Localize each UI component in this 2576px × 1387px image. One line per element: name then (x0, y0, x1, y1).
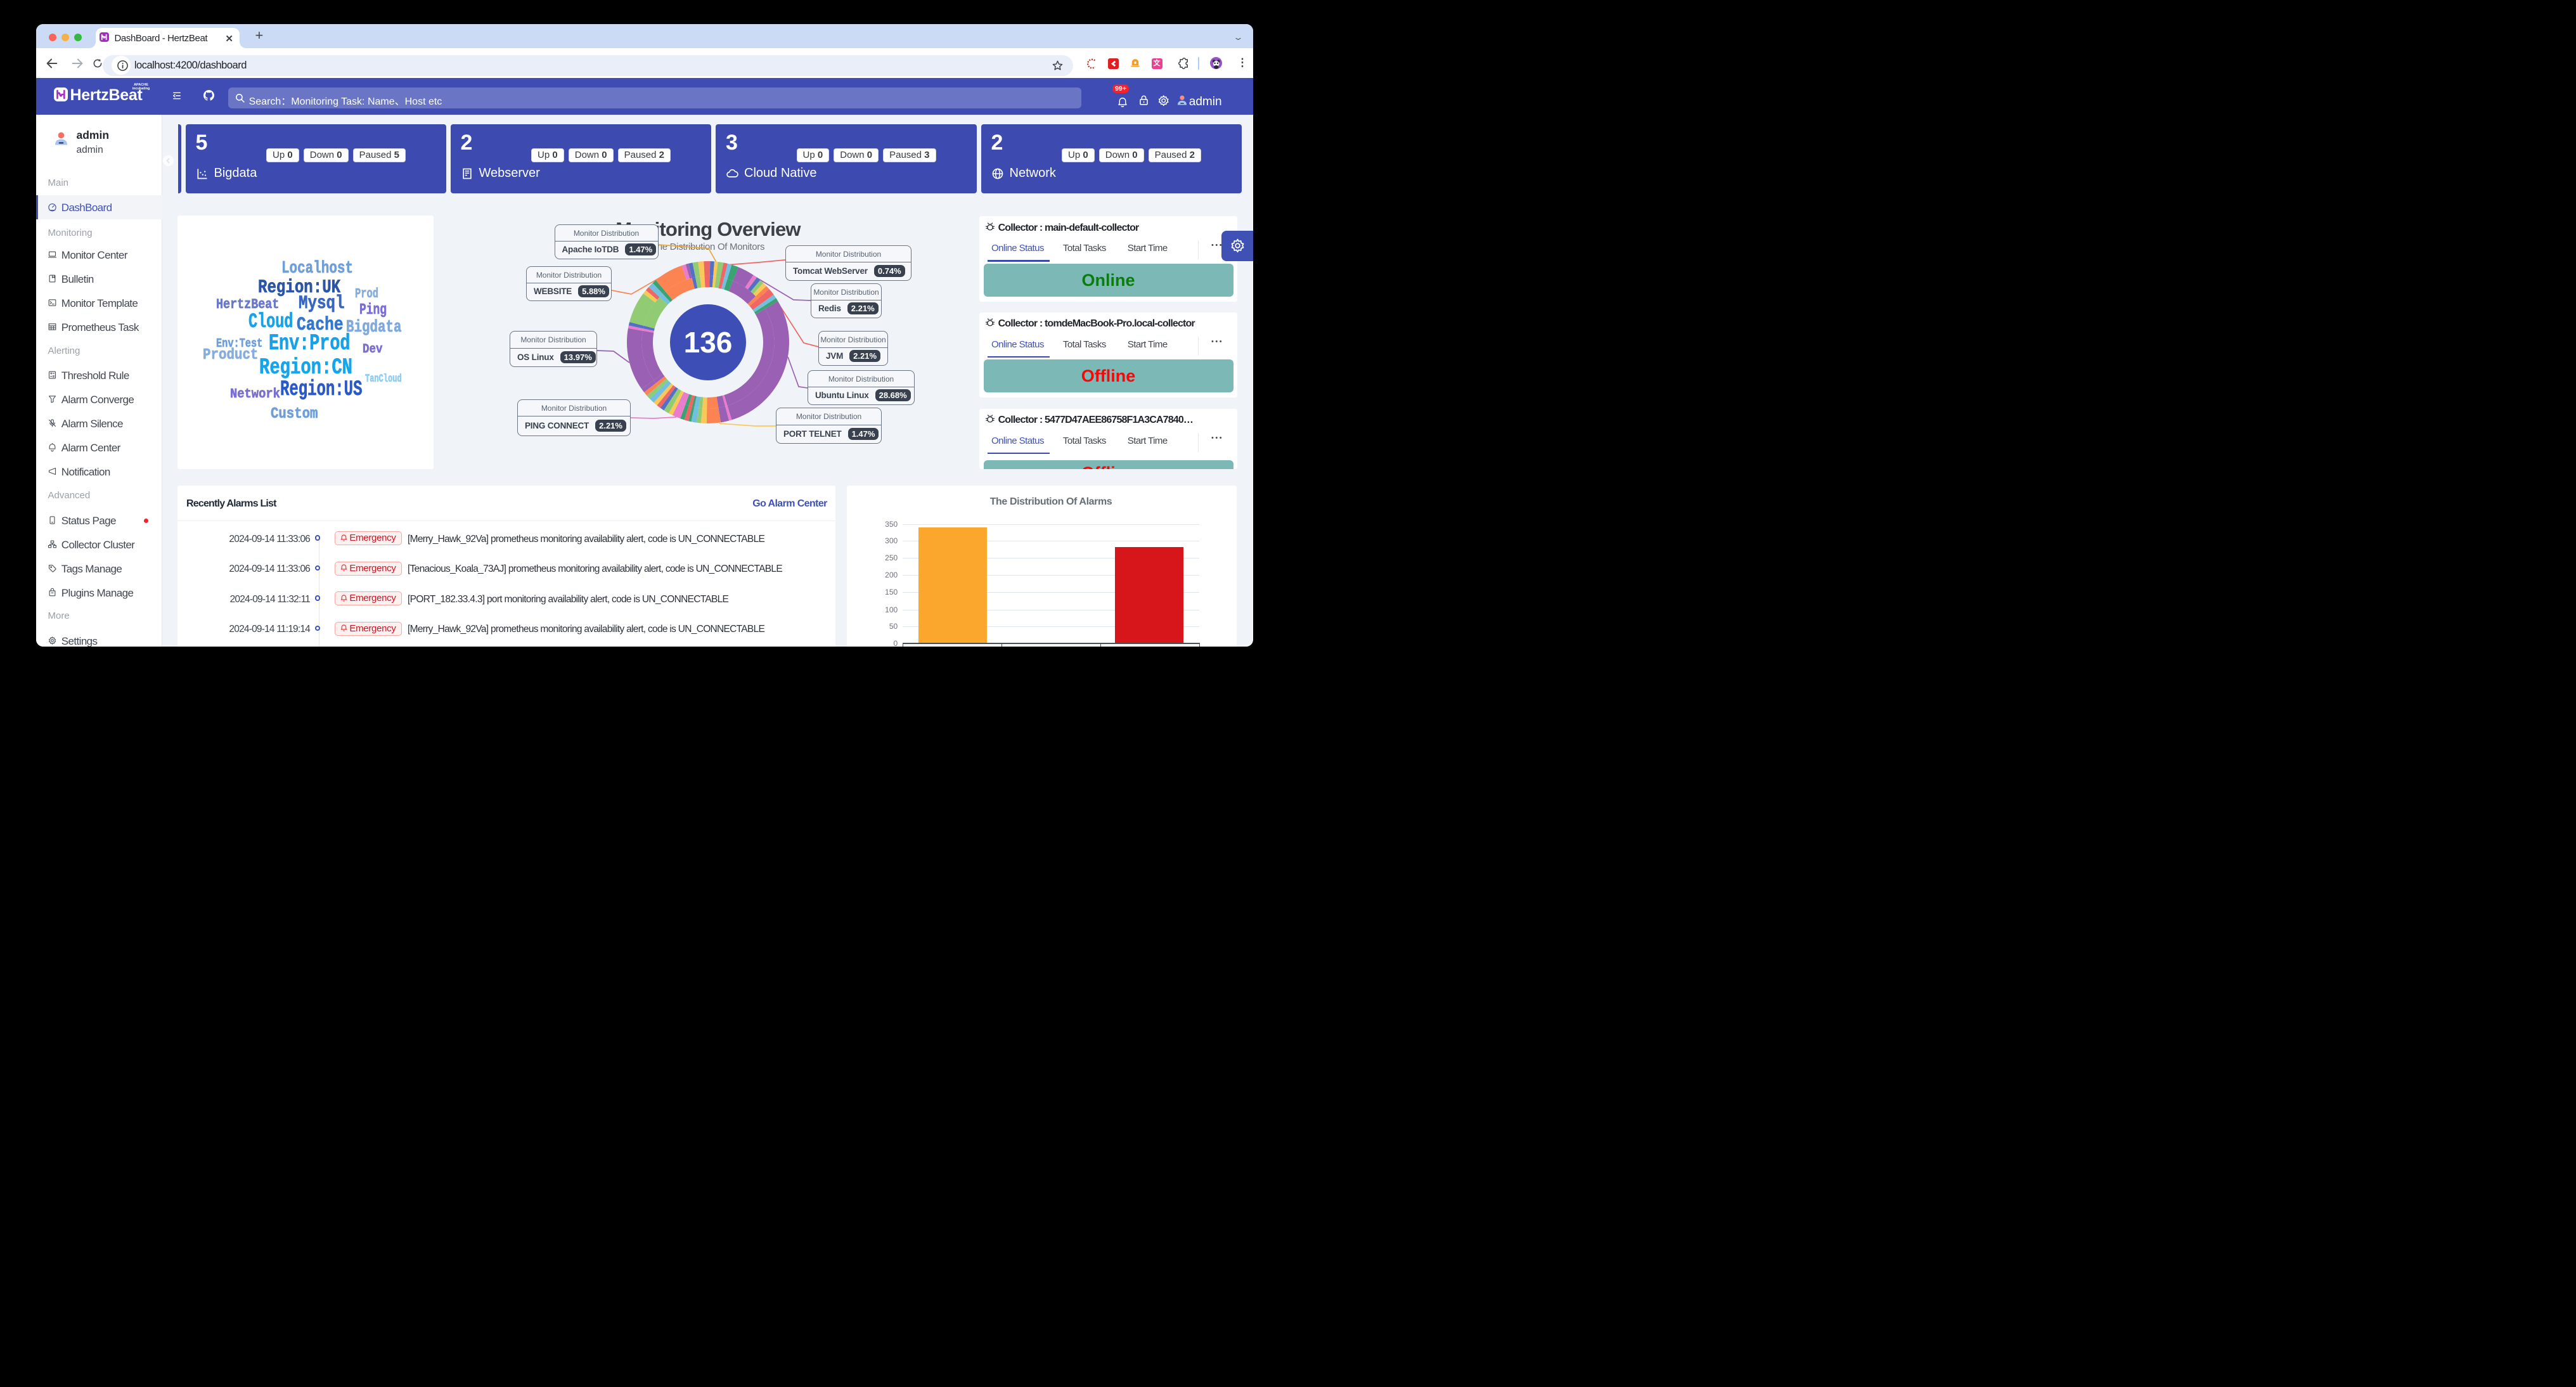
svg-text:136: 136 (684, 326, 733, 359)
